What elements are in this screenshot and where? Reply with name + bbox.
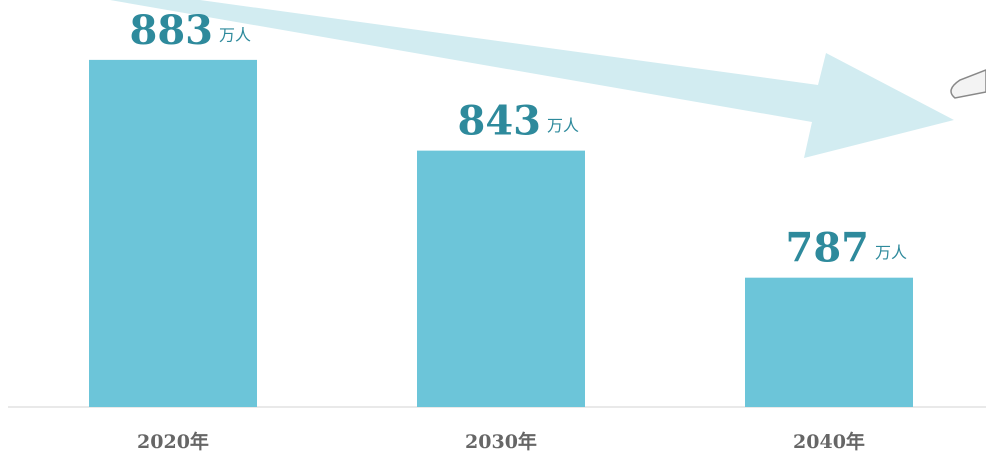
value-unit: 万人 <box>547 116 579 135</box>
value-unit: 万人 <box>219 25 251 44</box>
bar <box>89 59 257 407</box>
bar <box>417 150 585 407</box>
value-label: 843 <box>458 98 542 145</box>
decoration <box>950 69 986 99</box>
x-tick-label: 2040年 <box>793 430 865 453</box>
x-tick-label: 2030年 <box>465 430 537 453</box>
bar <box>745 277 913 407</box>
value-label: 883 <box>130 7 214 54</box>
x-tick-label: 2020年 <box>137 430 209 453</box>
value-unit: 万人 <box>875 243 907 262</box>
value-label: 787 <box>786 225 870 272</box>
